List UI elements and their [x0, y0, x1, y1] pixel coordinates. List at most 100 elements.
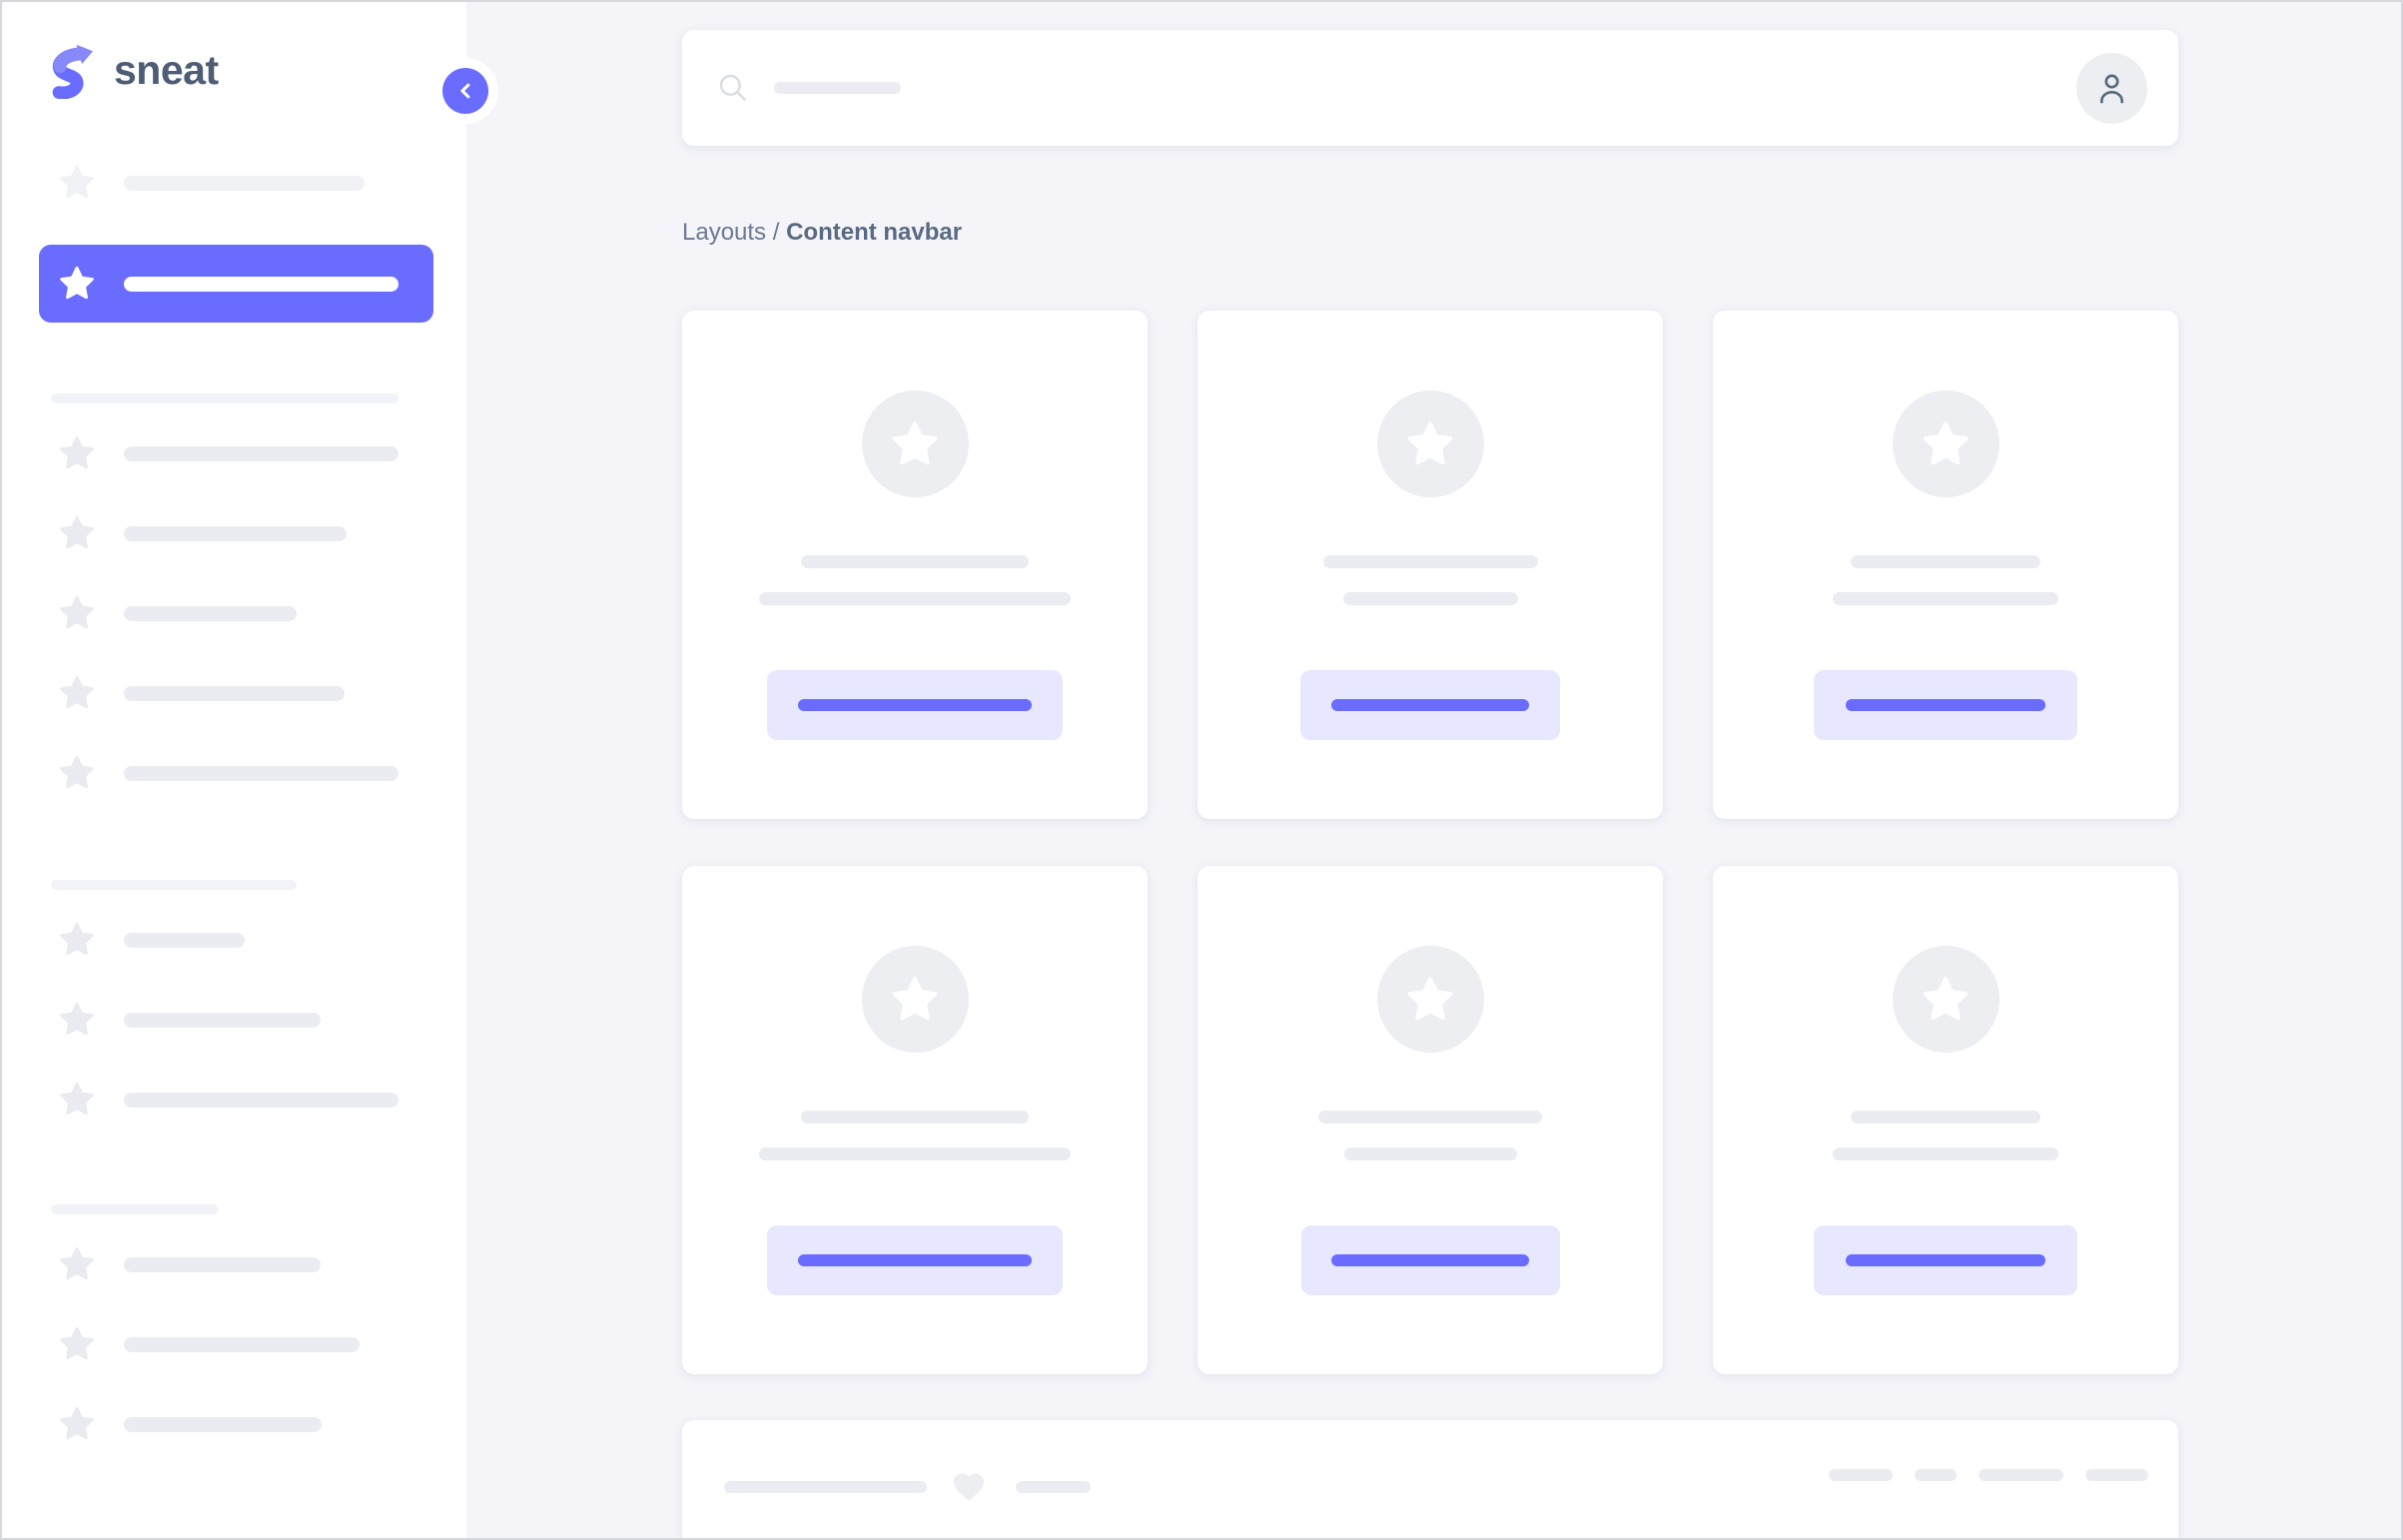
sneat-logo-icon [52, 44, 94, 99]
star-icon [59, 515, 95, 551]
card-avatar-circle [1376, 390, 1484, 497]
search-placeholder-skeleton [774, 82, 901, 94]
star-icon [59, 1002, 95, 1038]
menu-label-skeleton [124, 1416, 322, 1432]
footer-text-skeleton [724, 1481, 927, 1493]
card-subtitle-skeleton [759, 1148, 1071, 1160]
card-avatar-circle [861, 946, 969, 1053]
sidebar-item[interactable] [2, 1082, 466, 1118]
star-icon [1406, 420, 1454, 468]
sidebar: sneat [2, 2, 466, 1538]
sidebar-item[interactable] [2, 1002, 466, 1038]
star-icon [59, 1246, 95, 1282]
heart-icon[interactable] [949, 1469, 989, 1505]
sidebar-section [2, 393, 466, 791]
content-card [1713, 866, 2178, 1374]
star-icon [891, 976, 939, 1024]
star-icon [59, 675, 95, 711]
button-label-skeleton [798, 699, 1032, 711]
star-icon [1406, 976, 1454, 1024]
button-label-skeleton [798, 1254, 1032, 1266]
star-icon [59, 1406, 95, 1442]
star-icon [1922, 420, 1970, 468]
button-label-skeleton [1331, 1254, 1529, 1266]
sidebar-section [2, 1204, 466, 1442]
footer-right-group [1829, 1469, 2148, 1481]
footer-text-skeleton [1829, 1469, 1893, 1481]
menu-label-skeleton [124, 932, 245, 948]
breadcrumb: Layouts / Content navbar [682, 218, 2178, 248]
star-icon [59, 922, 95, 958]
button-label-skeleton [1331, 699, 1529, 711]
breadcrumb-current: Content navbar [786, 219, 963, 246]
card-subtitle-skeleton [1342, 592, 1518, 605]
sidebar-item-active[interactable] [39, 245, 433, 323]
search-input[interactable] [717, 30, 2076, 146]
footer-text-skeleton [1016, 1481, 1091, 1493]
footer-text-skeleton [1979, 1469, 2063, 1481]
footer-text-skeleton [1915, 1469, 1957, 1481]
button-label-skeleton [1846, 1254, 2045, 1266]
sidebar-item[interactable] [2, 755, 466, 791]
content-card [1713, 311, 2178, 819]
sidebar-item[interactable] [2, 1326, 466, 1362]
brand[interactable]: sneat [48, 42, 219, 99]
chevron-left-icon [452, 78, 478, 104]
star-icon [59, 755, 95, 791]
menu-label-skeleton [124, 605, 297, 621]
menu-label-skeleton [124, 175, 365, 191]
star-icon [59, 435, 95, 471]
card-subtitle-skeleton [1343, 1148, 1517, 1160]
card-action-button[interactable] [1300, 670, 1560, 740]
card-action-button[interactable] [767, 670, 1063, 740]
sidebar-item[interactable] [2, 675, 466, 711]
card-action-button[interactable] [1814, 670, 2077, 740]
card-title-skeleton [801, 1111, 1029, 1124]
card-title-skeleton [1851, 555, 2040, 568]
star-icon [59, 1326, 95, 1362]
user-avatar-button[interactable] [2076, 52, 2147, 124]
sidebar-item[interactable] [2, 1246, 466, 1282]
breadcrumb-parent[interactable]: Layouts [682, 219, 767, 246]
menu-label-skeleton [124, 1336, 360, 1352]
content-card [682, 866, 1148, 1374]
card-subtitle-skeleton [759, 592, 1071, 605]
sidebar-item[interactable] [2, 165, 466, 201]
menu-label-skeleton [124, 276, 399, 292]
menu-label-skeleton [124, 1256, 321, 1272]
button-label-skeleton [1846, 699, 2045, 711]
sidebar-item[interactable] [2, 922, 466, 958]
card-title-skeleton [1322, 555, 1538, 568]
search-icon [717, 72, 749, 104]
footer-left-group [724, 1469, 1091, 1505]
sidebar-collapse-button[interactable] [442, 68, 488, 114]
card-title-skeleton [1851, 1111, 2040, 1124]
card-action-button[interactable] [767, 1225, 1063, 1295]
star-icon [891, 420, 939, 468]
person-icon [2093, 70, 2130, 107]
sidebar-item[interactable] [2, 595, 466, 631]
menu-label-skeleton [124, 1012, 321, 1028]
card-subtitle-skeleton [1833, 1148, 2058, 1160]
star-icon [59, 266, 95, 302]
star-icon [59, 165, 95, 201]
sidebar-item[interactable] [2, 1406, 466, 1442]
sidebar-item[interactable] [2, 515, 466, 551]
menu-label-skeleton [124, 525, 347, 541]
star-icon [1922, 976, 1970, 1024]
star-icon [59, 1082, 95, 1118]
sidebar-item[interactable] [2, 435, 466, 471]
menu-label-skeleton [124, 445, 399, 461]
menu-label-skeleton [124, 1092, 399, 1108]
content-card [1198, 311, 1663, 819]
content-card [1198, 866, 1663, 1374]
breadcrumb-separator: / [772, 219, 780, 246]
footer-card [682, 1420, 2178, 1538]
content-area: Layouts / Content navbar [682, 2, 2178, 1538]
content-card [682, 311, 1148, 819]
star-icon [59, 595, 95, 631]
card-grid [682, 311, 2178, 1374]
card-action-button[interactable] [1300, 1225, 1560, 1295]
card-action-button[interactable] [1814, 1225, 2077, 1295]
